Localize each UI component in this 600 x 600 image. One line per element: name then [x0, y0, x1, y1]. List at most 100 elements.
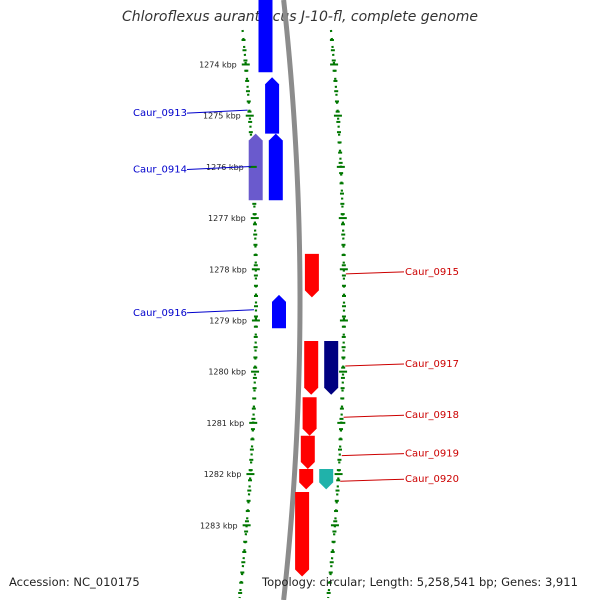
major-tick-mark [336, 165, 345, 168]
minor-tick-mark [335, 110, 340, 113]
minor-tick-mark [251, 417, 256, 420]
reverse-gene-arrow[interactable] [302, 397, 317, 436]
minor-tick-mark [241, 39, 246, 41]
gene-label[interactable]: Caur_0919 [405, 449, 459, 460]
minor-tick-mark [249, 458, 254, 461]
gene-label[interactable]: Caur_0917 [405, 359, 459, 370]
minor-tick-mark [252, 213, 257, 216]
gene-label[interactable]: Caur_0920 [405, 474, 459, 485]
minor-tick-mark [332, 69, 337, 72]
minor-tick-mark [239, 581, 244, 584]
major-tick-mark [337, 421, 346, 424]
minor-tick-mark [336, 479, 341, 482]
minor-tick-mark [341, 284, 346, 287]
major-tick-mark [333, 114, 342, 117]
minor-tick-mark [341, 274, 346, 277]
minor-tick-mark [242, 551, 247, 553]
reverse-gene-arrow[interactable] [324, 341, 339, 395]
tick-label: 1277 kbp [208, 214, 246, 223]
gene-label[interactable]: Caur_0916 [133, 308, 187, 319]
minor-tick-mark [330, 551, 335, 553]
genes-layer [248, 0, 339, 577]
reverse-gene-arrow[interactable] [304, 341, 319, 395]
inner-dotted-ring [238, 29, 258, 599]
gene-label-leader [341, 453, 405, 457]
minor-tick-mark [341, 233, 346, 236]
minor-tick-mark [242, 49, 247, 52]
minor-tick-mark [253, 305, 258, 308]
minor-tick-mark [244, 530, 249, 533]
minor-tick-mark [339, 182, 344, 185]
gene-label-leader [343, 414, 405, 418]
minor-tick-mark [330, 49, 335, 52]
minor-tick-mark [329, 561, 334, 564]
tick-label: 1282 kbp [204, 470, 242, 479]
reverse-gene-arrow[interactable] [304, 253, 319, 298]
major-tick-mark [241, 63, 250, 66]
minor-tick-mark [341, 346, 346, 349]
minor-tick-mark [253, 254, 258, 257]
major-tick-mark [330, 63, 339, 66]
minor-tick-mark [340, 213, 345, 216]
minor-tick-mark [251, 407, 256, 410]
tick-label: 1278 kbp [209, 265, 247, 274]
minor-tick-mark [244, 520, 249, 523]
minor-tick-mark [250, 438, 255, 441]
reverse-gene-arrow[interactable] [295, 492, 310, 577]
gene-label[interactable]: Caur_0918 [405, 410, 459, 421]
minor-tick-mark [253, 284, 258, 287]
reverse-gene-arrow[interactable] [300, 435, 315, 469]
major-tick-mark [251, 268, 260, 271]
minor-tick-mark [335, 489, 340, 492]
major-tick-mark [248, 165, 257, 168]
major-tick-mark [246, 473, 255, 476]
minor-tick-mark [253, 315, 258, 318]
minor-tick-mark [245, 90, 250, 93]
minor-tick-mark [247, 489, 252, 492]
genome-stats-text: Topology: circular; Length: 5,258,541 bp… [262, 575, 578, 589]
outer-dotted-ring [327, 29, 346, 599]
minor-tick-mark [341, 264, 346, 267]
minor-tick-mark [246, 499, 251, 502]
gene-label[interactable]: Caur_0913 [133, 108, 187, 119]
gene-label-leader [186, 109, 248, 114]
gene-label[interactable]: Caur_0914 [133, 164, 187, 175]
gene-label-leader [186, 309, 254, 314]
minor-tick-mark [337, 141, 342, 144]
minor-tick-mark [253, 325, 258, 328]
minor-tick-mark [252, 223, 257, 226]
minor-tick-mark [341, 366, 346, 369]
minor-tick-mark [248, 120, 253, 123]
minor-tick-mark [326, 591, 331, 594]
minor-tick-mark [340, 387, 345, 390]
forward-gene-arrow[interactable] [268, 133, 283, 201]
minor-tick-mark [341, 325, 346, 328]
minor-tick-mark [253, 243, 258, 246]
minor-tick-mark [248, 469, 253, 472]
reverse-gene-arrow[interactable] [299, 469, 314, 490]
minor-tick-mark [328, 571, 333, 574]
minor-tick-mark [248, 131, 253, 134]
tick-label: 1280 kbp [208, 368, 246, 377]
minor-tick-mark [333, 79, 338, 82]
minor-tick-mark [334, 510, 339, 513]
minor-tick-mark [253, 356, 258, 359]
tick-label: 1281 kbp [207, 419, 245, 428]
minor-tick-mark [339, 428, 344, 431]
reverse-gene-arrow[interactable] [319, 469, 334, 490]
gene-label[interactable]: Caur_0915 [405, 267, 459, 278]
minor-tick-mark [327, 581, 332, 584]
minor-tick-mark [252, 202, 257, 205]
forward-gene-arrow[interactable] [272, 294, 286, 329]
minor-tick-mark [337, 458, 342, 461]
minor-tick-mark [248, 479, 253, 482]
major-tick-mark [242, 524, 251, 527]
gene-labels-layer: Caur_0913 Caur_0914 Caur_0916 Caur_0915 Caur… [133, 108, 459, 485]
forward-gene-arrow[interactable] [258, 0, 273, 73]
forward-gene-arrow[interactable] [265, 77, 280, 134]
major-tick-mark [339, 319, 348, 322]
minor-tick-mark [243, 540, 248, 543]
major-tick-mark [251, 319, 260, 322]
minor-tick-mark [240, 571, 245, 574]
